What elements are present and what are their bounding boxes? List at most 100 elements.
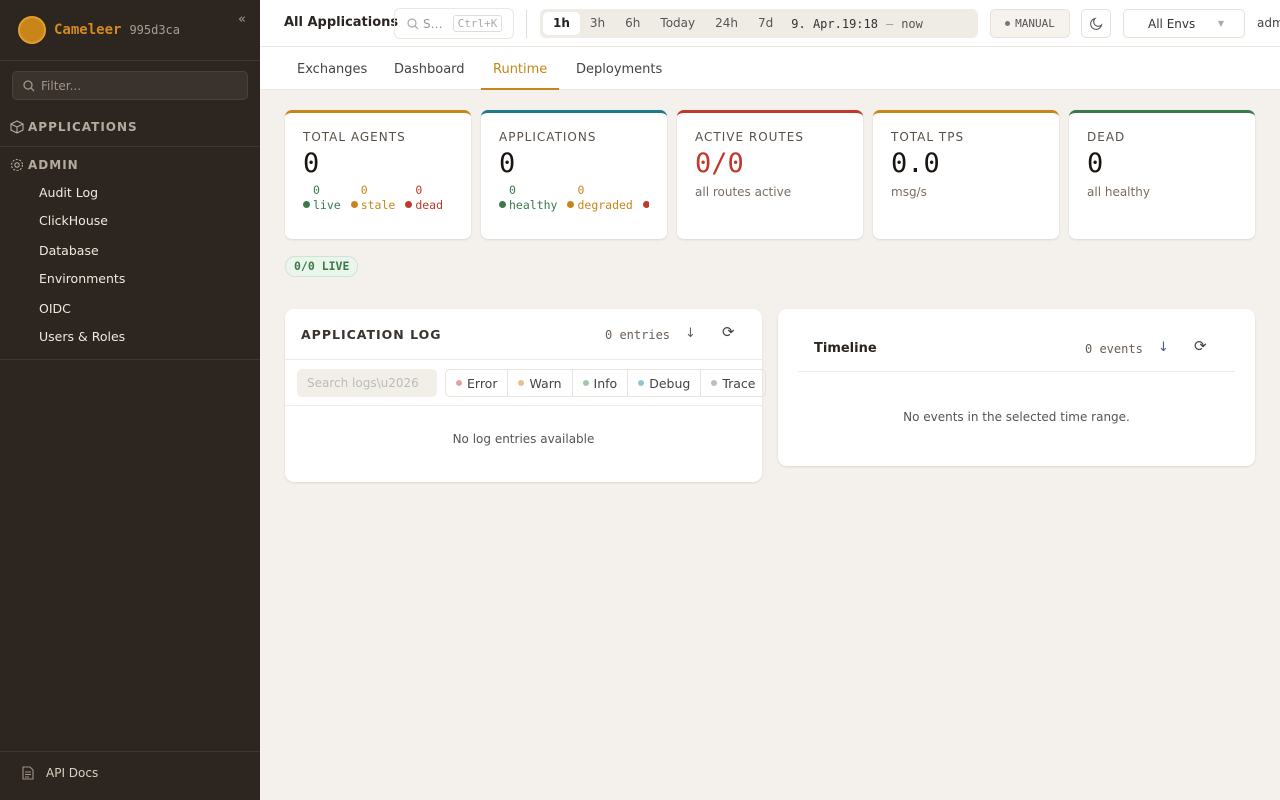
status-dot [1005,21,1011,26]
range-separator: — [885,16,894,31]
stat-count: 0 [509,183,516,197]
sidebar-item-clickhouse[interactable]: ClickHouse [39,213,108,228]
card-subtitle: msg/s [891,185,927,199]
stat-count: 0 [313,183,320,197]
stat-card-dead: DEAD 0 all healthy [1069,110,1255,239]
tab-deployments[interactable]: Deployments [576,62,663,77]
card-value: 0 [499,148,516,179]
card-stats: 0healthy0degraded0critical [499,183,649,213]
page-title: All Applications [284,15,399,30]
filter-placeholder: Filter... [41,78,82,93]
card-label: ACTIVE ROUTES [695,130,804,144]
level-trace[interactable]: Trace [701,370,765,396]
level-label: Error [467,375,498,391]
card-label: TOTAL AGENTS [303,130,406,144]
stat-label: stale [360,197,396,212]
log-search-input[interactable]: Search logs\u2026 [297,369,437,397]
level-warn[interactable]: Warn [508,370,573,396]
level-dot [456,380,462,386]
tab-exchanges[interactable]: Exchanges [297,62,368,77]
box-icon [10,120,24,134]
level-dot [582,380,589,386]
sidebar-item-audit-log[interactable]: Audit Log [39,185,99,200]
refresh-icon[interactable]: ⟳ [1194,337,1207,355]
status-dot [642,200,649,208]
moon-icon [1090,17,1103,30]
api-docs-label: API Docs [46,766,99,780]
api-docs-link[interactable]: API Docs [22,766,98,780]
application-log-panel: APPLICATION LOG 0 entries ↓ ⟳ Search log… [285,309,767,482]
stat-card-applications: APPLICATIONS 00healthy0degraded0critical [481,110,667,239]
search-button[interactable]: S… Ctrl+K [394,8,514,39]
manual-refresh-toggle[interactable]: MANUAL [990,9,1070,38]
card-subtitle: all healthy [1087,185,1150,199]
search-icon [407,17,419,29]
card-label: APPLICATIONS [499,130,597,144]
section-applications[interactable]: APPLICATIONS [10,120,138,134]
tab-runtime[interactable]: Runtime [481,47,560,90]
environment-select[interactable]: All Envs ▼ [1123,9,1245,38]
user-menu[interactable]: adm [1257,16,1280,30]
divider [0,359,260,360]
env-value: All Envs [1148,16,1196,31]
section-label: ADMIN [28,158,79,172]
cameleer-logo [18,16,46,44]
timeline-panel: Timeline 0 events ↓ ⟳ No events in the s… [778,309,1255,466]
sidebar: Cameleer 995d3ca « Filter... APPLICATION… [0,0,260,800]
section-admin[interactable]: ADMIN [10,158,79,172]
sort-down-icon[interactable]: ↓ [1158,340,1169,355]
range-24h[interactable]: 24h [715,16,738,30]
level-error[interactable]: Error [446,370,509,396]
tab-dashboard[interactable]: Dashboard [394,62,465,77]
refresh-icon[interactable]: ⟳ [722,323,735,341]
range-from[interactable]: 9. Apr.19:18 [791,16,878,31]
event-count: 0 events [1085,342,1143,356]
panel-title: APPLICATION LOG [301,327,442,342]
stat-card-active-routes: ACTIVE ROUTES 0/0 all routes active [677,110,863,239]
level-info[interactable]: Info [573,370,629,396]
theme-toggle[interactable] [1081,9,1111,38]
version: 995d3ca [129,23,181,37]
stat-label: degraded [577,197,633,212]
card-value: 0 [303,148,320,179]
filter-input[interactable]: Filter... [12,71,248,100]
level-label: Info [593,375,618,391]
range-6h[interactable]: 6h [625,16,641,30]
brand-name: Cameleer [54,22,122,38]
divider [798,371,1235,372]
level-dot [518,380,525,386]
divider [285,359,762,360]
stat-label: dead [415,197,444,212]
sidebar-item-environments[interactable]: Environments [39,271,126,286]
document-icon [22,766,34,780]
level-dot [711,380,718,386]
range-today[interactable]: Today [660,16,696,30]
tab-bar: Exchanges Dashboard Runtime Deployments [260,47,1280,90]
brand[interactable]: Cameleer 995d3ca [18,16,180,44]
empty-message: No events in the selected time range. [903,410,1130,424]
level-debug[interactable]: Debug [628,370,702,396]
range-to[interactable]: now [901,16,923,31]
manual-label: MANUAL [1015,17,1055,30]
entry-count: 0 entries [605,328,671,342]
stat-live: 0 live [303,183,341,213]
range-3h[interactable]: 3h [589,16,606,30]
collapse-sidebar-icon[interactable]: « [238,12,246,27]
sidebar-item-database[interactable]: Database [39,243,99,258]
sidebar-item-users-roles[interactable]: Users & Roles [39,329,126,344]
status-dot [499,200,506,208]
card-label: DEAD [1087,130,1126,144]
divider [0,60,260,61]
sidebar-item-oidc[interactable]: OIDC [39,301,71,316]
shortcut-badge: Ctrl+K [452,15,503,32]
top-bar: All Applications S… Ctrl+K 1h 3h 6h Toda… [260,0,1280,47]
chevron-down-icon: ▼ [1217,19,1224,28]
sort-down-icon[interactable]: ↓ [685,326,696,341]
range-7d[interactable]: 7d [758,16,774,30]
stat-stale: 0 stale [350,183,396,213]
stat-count: 0 [577,183,585,197]
card-value: 0 [1087,148,1104,179]
range-1h[interactable]: 1h [543,12,580,35]
stat-count: 0 [415,183,423,197]
level-label: Warn [529,375,562,391]
